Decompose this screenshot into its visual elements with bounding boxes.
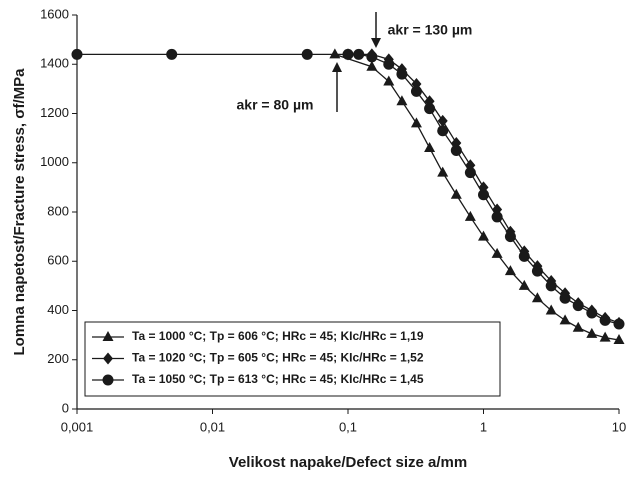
data-point: [424, 141, 436, 152]
data-point: [410, 117, 422, 128]
data-point: [353, 48, 365, 60]
data-point: [396, 68, 408, 80]
data-point: [572, 321, 584, 332]
data-point: [450, 188, 462, 199]
data-point: [383, 75, 395, 86]
legend-label: Ta = 1000 °C; Tp = 606 °C; HRc = 45; KIc…: [132, 329, 424, 343]
x-tick-label: 10: [612, 419, 626, 434]
y-tick-label: 200: [47, 351, 69, 366]
data-point: [518, 250, 530, 262]
legend-marker: [102, 374, 114, 386]
data-point: [342, 48, 354, 60]
annotation: akr = 80 µm: [237, 97, 314, 113]
data-point: [545, 280, 557, 292]
data-point: [424, 103, 436, 115]
data-point: [366, 60, 378, 71]
y-tick-label: 1200: [40, 105, 69, 120]
data-point: [437, 114, 448, 127]
data-point: [559, 314, 571, 325]
data-point: [166, 48, 178, 60]
data-point: [491, 247, 503, 258]
legend-box: [84, 321, 501, 397]
x-tick-label: 0,001: [61, 419, 94, 434]
legend-label: Ta = 1050 °C; Tp = 613 °C; HRc = 45; KIc…: [132, 372, 424, 386]
data-point: [599, 314, 611, 326]
annotation-arrow-head: [371, 38, 381, 48]
data-point: [504, 265, 516, 276]
data-point: [450, 144, 462, 156]
annotation-arrow-head: [332, 62, 342, 72]
data-point: [437, 166, 449, 177]
y-tick-label: 1600: [40, 6, 69, 21]
data-point: [531, 292, 543, 303]
x-tick-label: 0,1: [339, 419, 357, 434]
data-point: [366, 51, 378, 63]
y-tick-label: 1400: [40, 56, 69, 71]
y-tick-label: 1000: [40, 154, 69, 169]
data-point: [383, 58, 395, 70]
x-axis-label: Velikost napake/Defect size a/mm: [229, 454, 467, 471]
x-tick-label: 0,01: [200, 419, 225, 434]
data-point: [572, 300, 584, 312]
y-tick-label: 0: [62, 400, 69, 415]
data-point: [437, 125, 449, 137]
data-point: [586, 307, 598, 319]
data-point: [613, 334, 625, 345]
legend-marker: [103, 352, 113, 365]
y-tick-label: 600: [47, 253, 69, 268]
y-tick-label: 800: [47, 203, 69, 218]
annotation: akr = 130 µm: [388, 22, 473, 38]
data-point: [396, 95, 408, 106]
series-line: [334, 53, 620, 341]
data-point: [478, 189, 489, 201]
y-axis-label: Lomna napetost/Fracture stress, σf/MPa: [11, 68, 28, 356]
data-point: [301, 48, 313, 60]
data-point: [504, 231, 516, 243]
data-point: [613, 318, 625, 330]
data-point: [559, 292, 571, 304]
data-point: [531, 265, 543, 277]
data-point: [329, 48, 341, 59]
legend-marker: [102, 331, 114, 341]
data-point: [71, 48, 83, 60]
data-point: [491, 211, 503, 223]
data-point: [478, 230, 489, 241]
x-tick-label: 1: [480, 419, 487, 434]
y-tick-label: 400: [47, 302, 69, 317]
legend-label: Ta = 1020 °C; Tp = 605 °C; HRc = 45; KIc…: [132, 351, 424, 365]
data-point: [464, 210, 476, 221]
series-line: [77, 53, 620, 325]
data-point: [599, 331, 611, 342]
data-point: [545, 304, 557, 315]
data-point: [518, 279, 530, 290]
data-point: [410, 85, 422, 97]
data-point: [464, 167, 476, 179]
data-point: [586, 327, 598, 338]
